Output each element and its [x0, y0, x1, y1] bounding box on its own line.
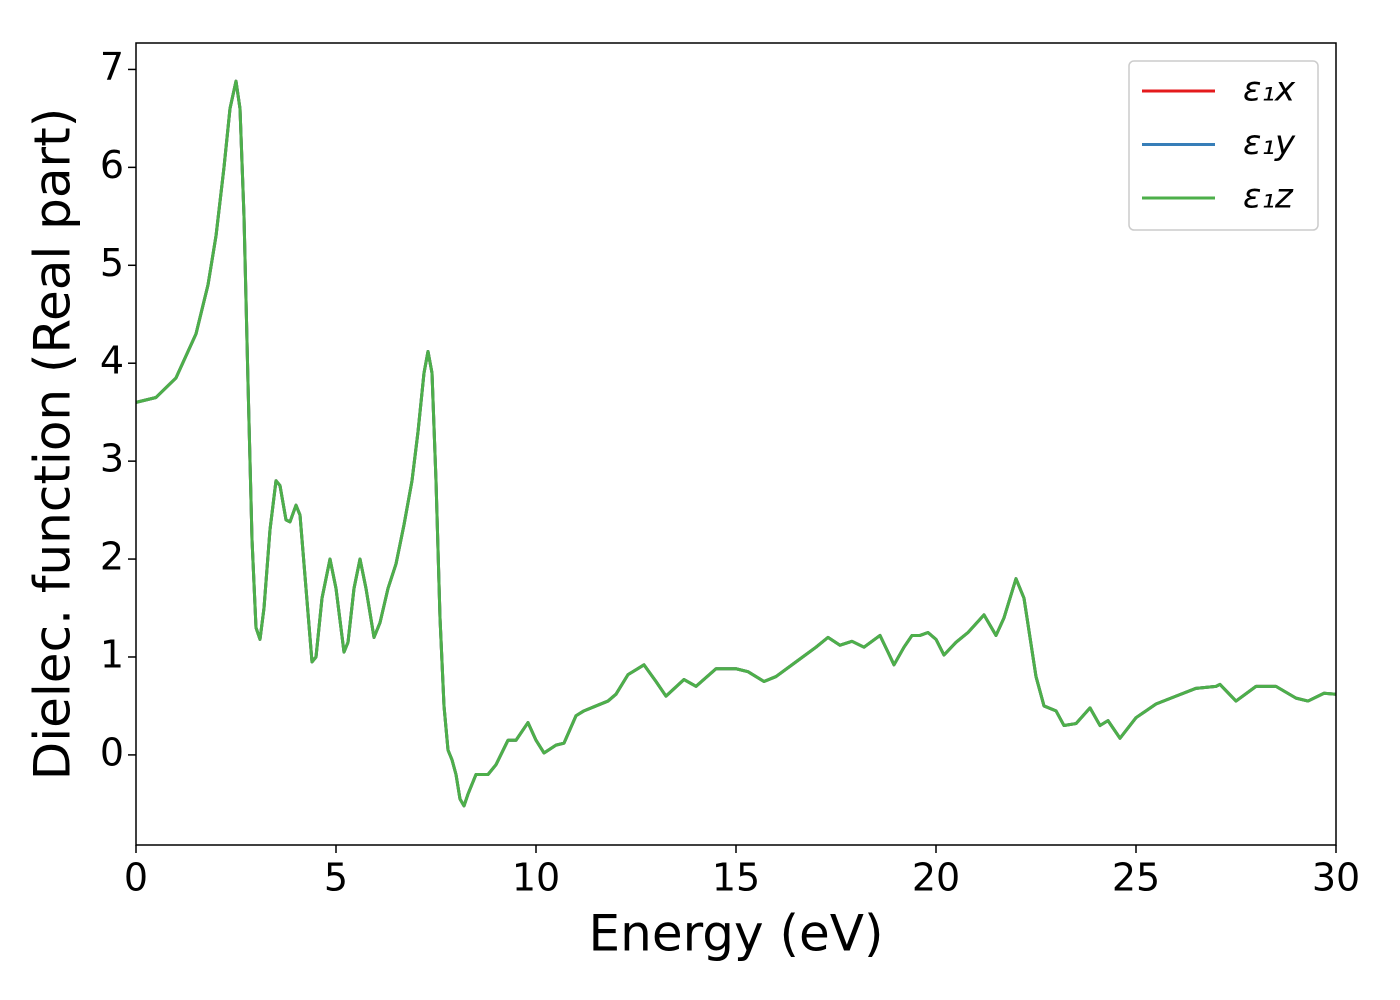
y-tick-label: 1	[100, 632, 124, 676]
y-tick-label: 0	[100, 730, 124, 774]
legend-box	[1128, 60, 1319, 231]
y-tick-label: 7	[100, 45, 124, 89]
x-tick-label: 15	[712, 856, 760, 900]
legend-label: ε₁x	[1243, 70, 1296, 110]
plot-frame	[135, 42, 1337, 846]
y-tick-label: 3	[100, 437, 124, 481]
y-axis-label: Dielec. function (Real part)	[24, 108, 82, 780]
legend-label: ε₁y	[1243, 123, 1296, 163]
x-axis-label: Energy (eV)	[589, 905, 884, 963]
x-tick-label: 0	[124, 856, 148, 900]
y-tick-label: 6	[100, 143, 124, 187]
legend-label: ε₁z	[1243, 177, 1294, 217]
series-line	[135, 79, 1337, 808]
y-tick-label: 4	[100, 339, 124, 383]
x-tick-label: 5	[324, 856, 348, 900]
y-tick-label: 2	[100, 535, 124, 579]
y-tick-label: 5	[100, 241, 124, 285]
x-tick-label: 30	[1312, 856, 1360, 900]
x-tick-label: 20	[912, 856, 960, 900]
x-tick-label: 25	[1112, 856, 1160, 900]
x-tick-label: 10	[512, 856, 560, 900]
